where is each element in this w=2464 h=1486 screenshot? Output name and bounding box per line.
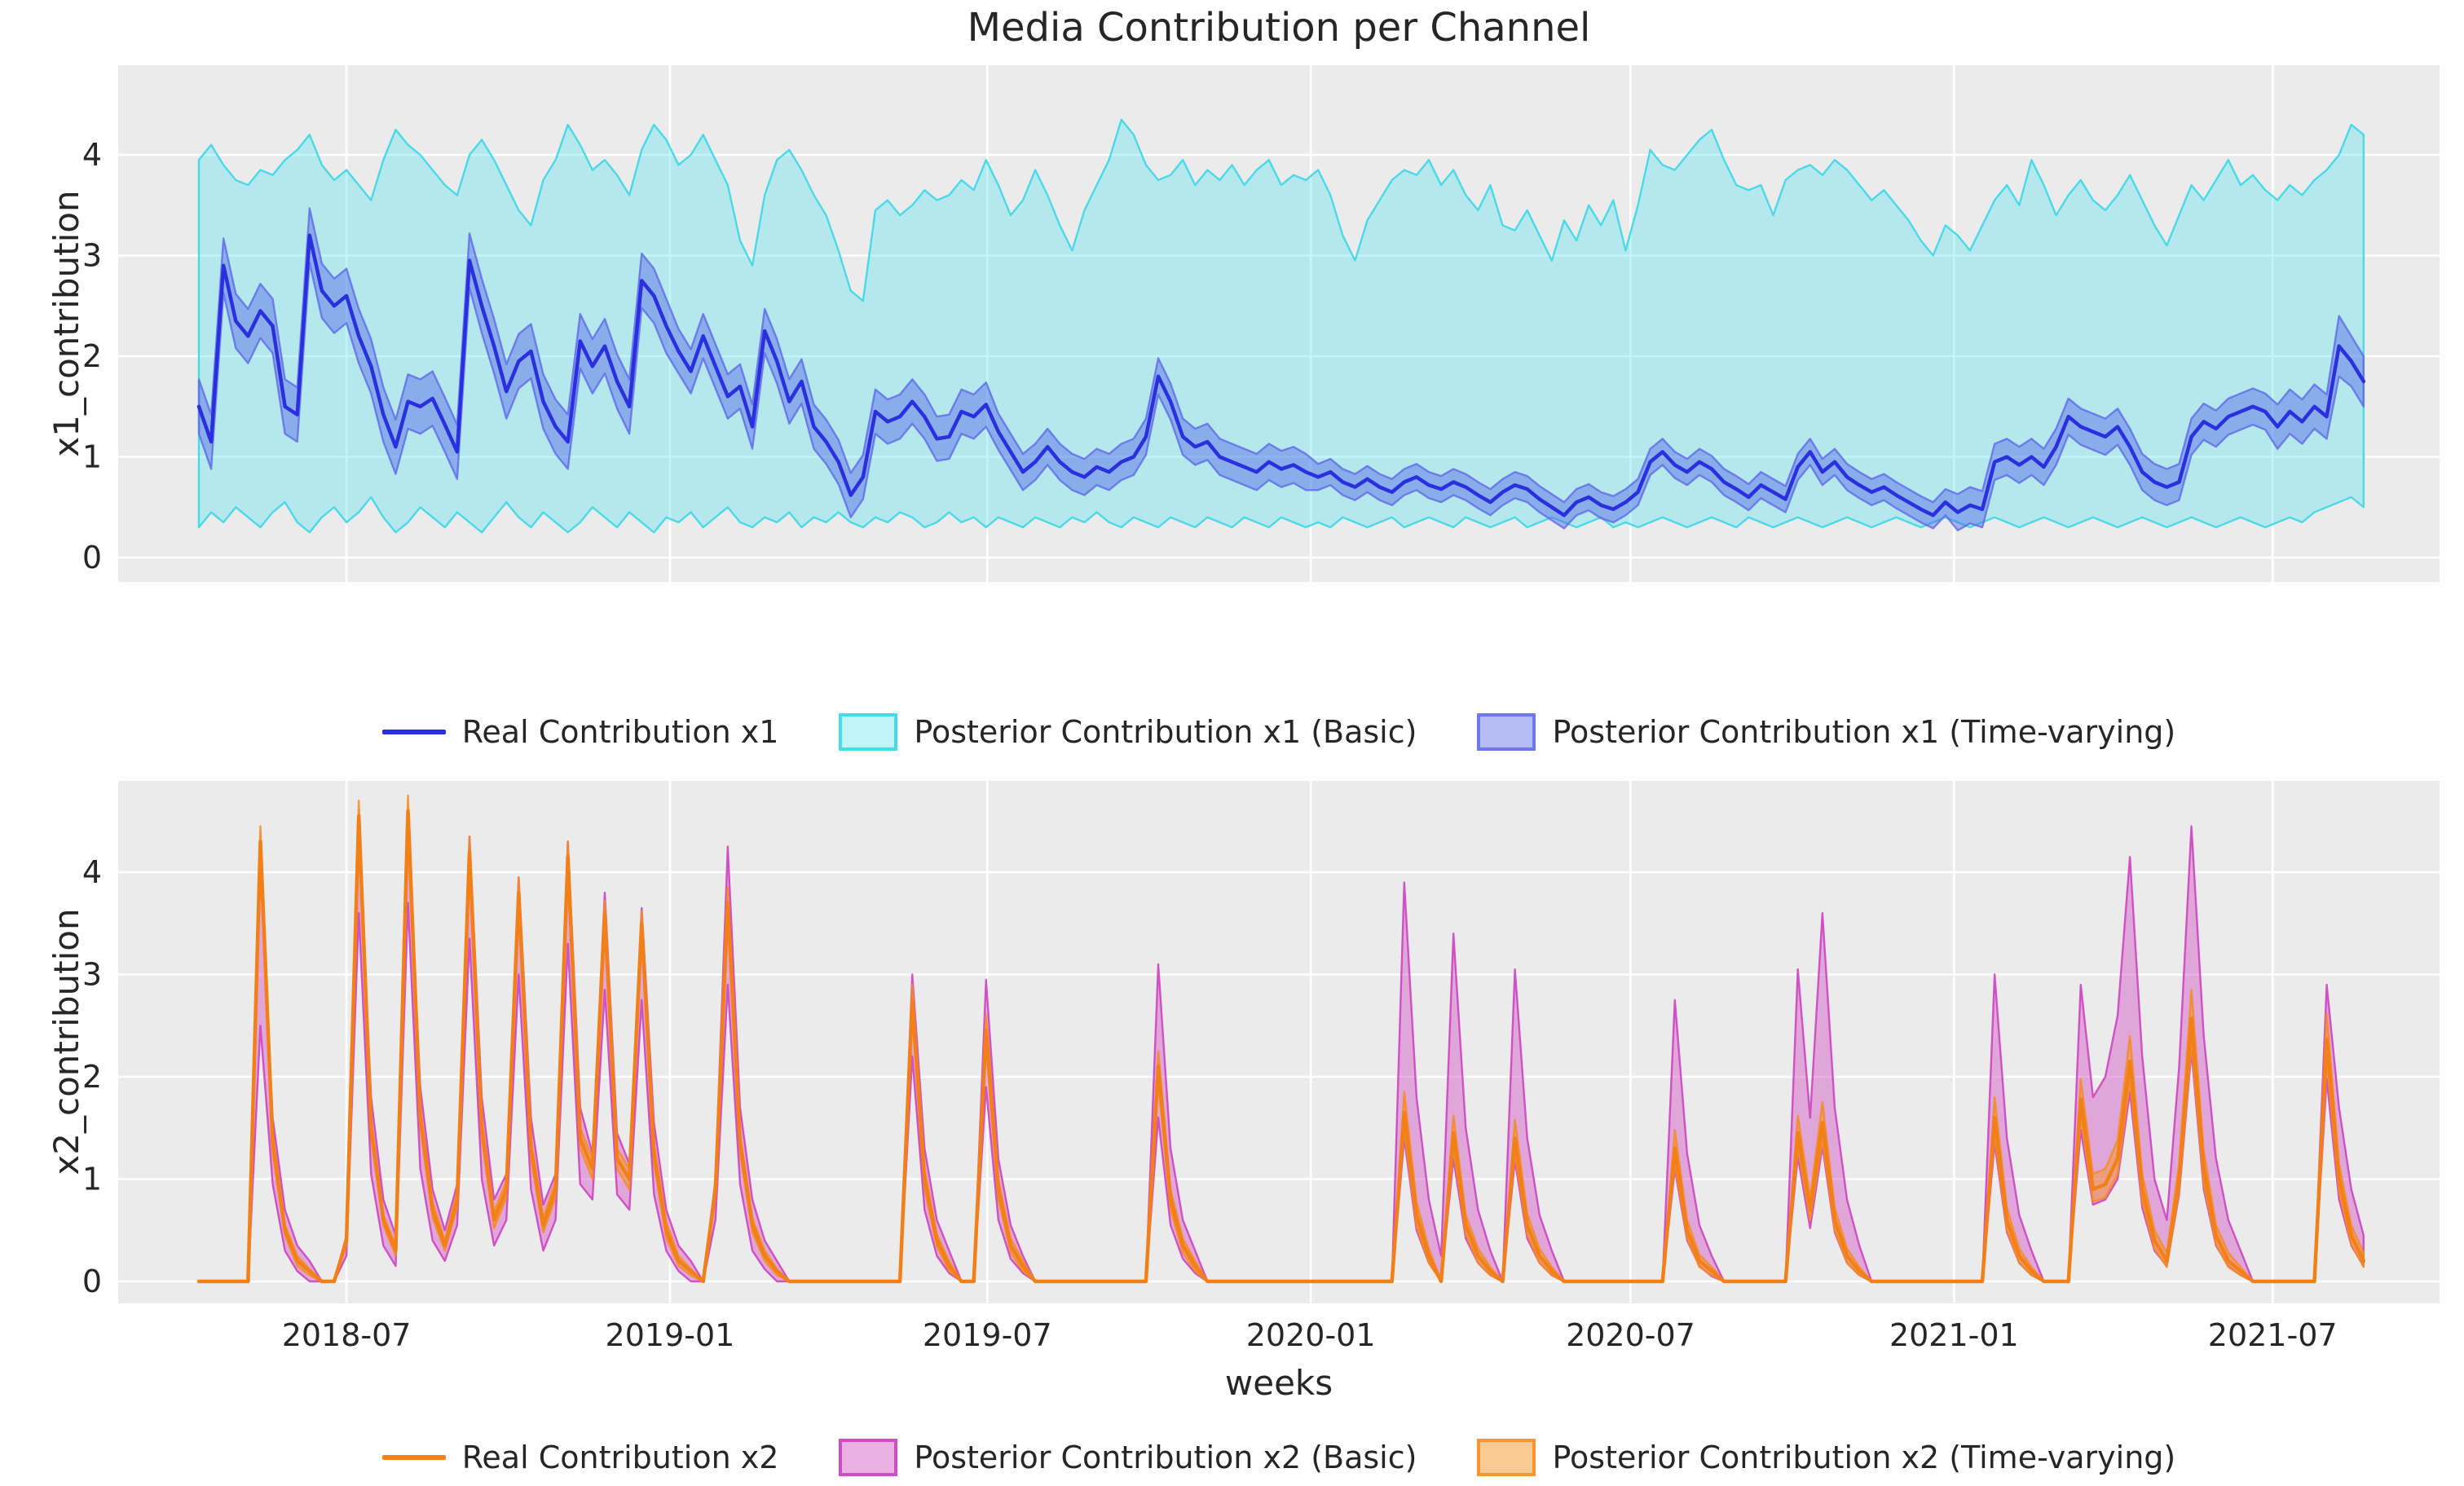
y-tick-label: 2 xyxy=(82,338,102,374)
legend-patch-swatch xyxy=(839,1439,898,1476)
legend-patch-swatch xyxy=(1477,713,1536,751)
legend-item-posterior-contribution-x1-time-varying: Posterior Contribution x1 (Time-varying) xyxy=(1477,713,2175,751)
x-axis-label: weeks xyxy=(1224,1363,1333,1403)
legend-label: Posterior Contribution x1 (Basic) xyxy=(914,714,1417,750)
legend-x2: Real Contribution x2 Posterior Contributi… xyxy=(118,1425,2440,1486)
legend-label: Real Contribution x2 xyxy=(461,1440,779,1475)
x-tick-label: 2021-01 xyxy=(1889,1317,2019,1353)
y-tick-label: 0 xyxy=(82,1263,102,1299)
plot-area-x2 xyxy=(118,781,2440,1303)
y-tick-label: 1 xyxy=(82,439,102,475)
x-tick-label: 2019-07 xyxy=(923,1317,1052,1353)
y-tick-label: 4 xyxy=(82,137,102,173)
y-tick-label: 3 xyxy=(82,238,102,274)
figure-title: Media Contribution per Channel xyxy=(967,5,1591,51)
legend-label: Real Contribution x1 xyxy=(461,714,779,750)
legend-item-posterior-contribution-x1-basic: Posterior Contribution x1 (Basic) xyxy=(839,713,1417,751)
legend-x1: Real Contribution x1 Posterior Contributi… xyxy=(118,699,2440,765)
line-real-contribution-x1 xyxy=(196,233,2366,518)
legend-item-posterior-contribution-x2-basic: Posterior Contribution x2 (Basic) xyxy=(839,1439,1417,1476)
line-real-contribution-x2 xyxy=(196,809,2366,1284)
y-tick-label: 1 xyxy=(82,1162,102,1197)
legend-item-real-contribution-x1: Real Contribution x1 xyxy=(381,714,779,750)
x-tick-label: 2019-01 xyxy=(606,1317,735,1353)
x-tick-label: 2018-07 xyxy=(282,1317,412,1353)
plot-area-x1 xyxy=(118,65,2440,582)
band-posterior-contribution-x1-basic xyxy=(197,118,2365,534)
legend-line-swatch xyxy=(381,730,446,734)
x-tick-label: 2020-01 xyxy=(1246,1317,1376,1353)
y-tick-label: 3 xyxy=(82,957,102,993)
legend-patch-swatch xyxy=(839,713,898,751)
y-axis-label-x1: x1_contribution xyxy=(46,190,86,457)
legend-item-real-contribution-x2: Real Contribution x2 xyxy=(381,1440,779,1475)
legend-patch-swatch xyxy=(1477,1439,1536,1476)
legend-label: Posterior Contribution x2 (Basic) xyxy=(914,1440,1417,1475)
x-tick-label: 2020-07 xyxy=(1566,1317,1695,1353)
legend-label: Posterior Contribution x1 (Time-varying) xyxy=(1552,714,2176,750)
y-axis-label-x2: x2_contribution xyxy=(46,908,86,1175)
legend-line-swatch xyxy=(381,1455,446,1460)
y-tick-label: 2 xyxy=(82,1059,102,1095)
y-tick-label: 0 xyxy=(82,540,102,575)
legend-item-posterior-contribution-x2-time-varying: Posterior Contribution x2 (Time-varying) xyxy=(1477,1439,2175,1476)
y-tick-label: 4 xyxy=(82,854,102,890)
x-tick-label: 2021-07 xyxy=(2208,1317,2338,1353)
legend-label: Posterior Contribution x2 (Time-varying) xyxy=(1552,1440,2176,1475)
